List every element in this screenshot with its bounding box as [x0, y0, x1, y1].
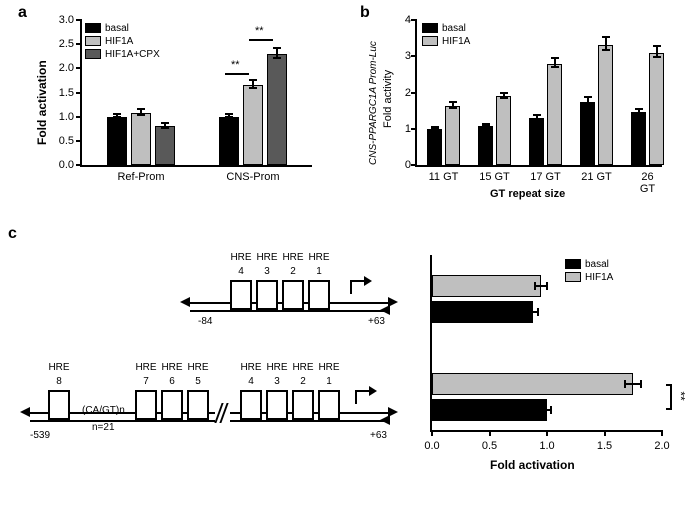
x-category: 26 GT: [640, 171, 655, 195]
figure: a Fold activation 0.00.51.01.52.02.53.0R…: [0, 0, 685, 512]
bar: [267, 54, 287, 165]
x-category: CNS-Prom: [226, 171, 279, 183]
hre-label: HRE: [48, 362, 69, 373]
hre-num: 1: [326, 376, 332, 387]
hre-num: 8: [56, 376, 62, 387]
legend-c-basal: basal: [585, 259, 609, 270]
hbar: [432, 275, 541, 297]
x-category: 11 GT: [429, 171, 459, 183]
bar: [107, 117, 127, 165]
coord-left: -539: [30, 430, 50, 441]
repeat-label: (CA/GT)n: [82, 405, 125, 416]
panel-c-diagram: HRE HRE HRE HRE 4 3 2 1 -84 +63: [30, 240, 410, 480]
panel-c-legend: basal HIF1A: [565, 258, 613, 284]
bar: [219, 117, 239, 165]
bar: [478, 126, 493, 165]
x-category: 21 GT: [581, 171, 612, 183]
legend-hif1a-cpx: HIF1A+CPX: [105, 49, 160, 60]
hre-label: HRE: [240, 362, 261, 373]
legend-c-hif1a: HIF1A: [585, 272, 613, 283]
panel-b-legend: basal HIF1A: [422, 22, 470, 48]
x-category: 17 GT: [530, 171, 561, 183]
x-category: Ref-Prom: [117, 171, 164, 183]
bar: [598, 45, 613, 165]
hre-label: HRE: [135, 362, 156, 373]
hre-num: 2: [300, 376, 306, 387]
panel-b-ytitle-rest: Prom-Luc: [368, 41, 379, 87]
coord-right: +63: [368, 316, 385, 327]
hbar: [432, 399, 547, 421]
coord-right: +63: [370, 430, 387, 441]
bar: [529, 118, 544, 165]
repeat-n: n=21: [92, 422, 115, 433]
hre-label: HRE: [292, 362, 313, 373]
panel-b-y-title-2: Fold activity: [382, 70, 394, 128]
hre-label: HRE: [230, 252, 251, 263]
panel-a-y-title: Fold activation: [35, 60, 49, 145]
bar: [547, 64, 562, 166]
hre-label: HRE: [266, 362, 287, 373]
hre-num: 2: [290, 266, 296, 277]
hre-label: HRE: [161, 362, 182, 373]
panel-b-y-title-1: CNS-PPARGC1A Prom-Luc: [368, 41, 379, 165]
panel-c-chart: 0.00.51.01.52.0**: [430, 255, 662, 432]
bar: [649, 53, 664, 165]
bar: [580, 102, 595, 165]
hre-num: 4: [238, 266, 244, 277]
hre-num: 5: [195, 376, 201, 387]
panel-b: CNS-PPARGC1A Prom-Luc Fold activity 0123…: [360, 10, 670, 205]
bar: [631, 112, 646, 165]
hbar: [432, 373, 633, 395]
bar: [243, 85, 263, 165]
legend-b-hif1a: HIF1A: [442, 36, 470, 47]
hre-label: HRE: [282, 252, 303, 263]
hre-num: 3: [274, 376, 280, 387]
bar: [131, 113, 151, 165]
hre-label: HRE: [318, 362, 339, 373]
panel-c-x-title: Fold activation: [490, 458, 575, 472]
hre-num: 1: [316, 266, 322, 277]
hre-label: HRE: [308, 252, 329, 263]
legend-b-basal: basal: [442, 23, 466, 34]
hre-num: 4: [248, 376, 254, 387]
bar: [155, 126, 175, 165]
x-category: 15 GT: [479, 171, 510, 183]
legend-hif1a: HIF1A: [105, 36, 133, 47]
panel-b-x-title: GT repeat size: [490, 188, 565, 200]
legend-basal: basal: [105, 23, 129, 34]
panel-a-legend: basal HIF1A HIF1A+CPX: [85, 22, 160, 61]
hre-num: 6: [169, 376, 175, 387]
panel-a: Fold activation 0.00.51.01.52.02.53.0Ref…: [25, 10, 325, 205]
hre-num: 3: [264, 266, 270, 277]
hbar: [432, 301, 533, 323]
coord-left: -84: [198, 316, 212, 327]
bar: [427, 129, 442, 165]
panel-c: HRE HRE HRE HRE 4 3 2 1 -84 +63: [10, 230, 675, 500]
hre-label: HRE: [256, 252, 277, 263]
bar: [445, 106, 460, 165]
hre-label: HRE: [187, 362, 208, 373]
bar: [496, 96, 511, 165]
panel-b-ytitle-italic: CNS-PPARGC1A: [368, 87, 379, 165]
hre-num: 7: [143, 376, 149, 387]
